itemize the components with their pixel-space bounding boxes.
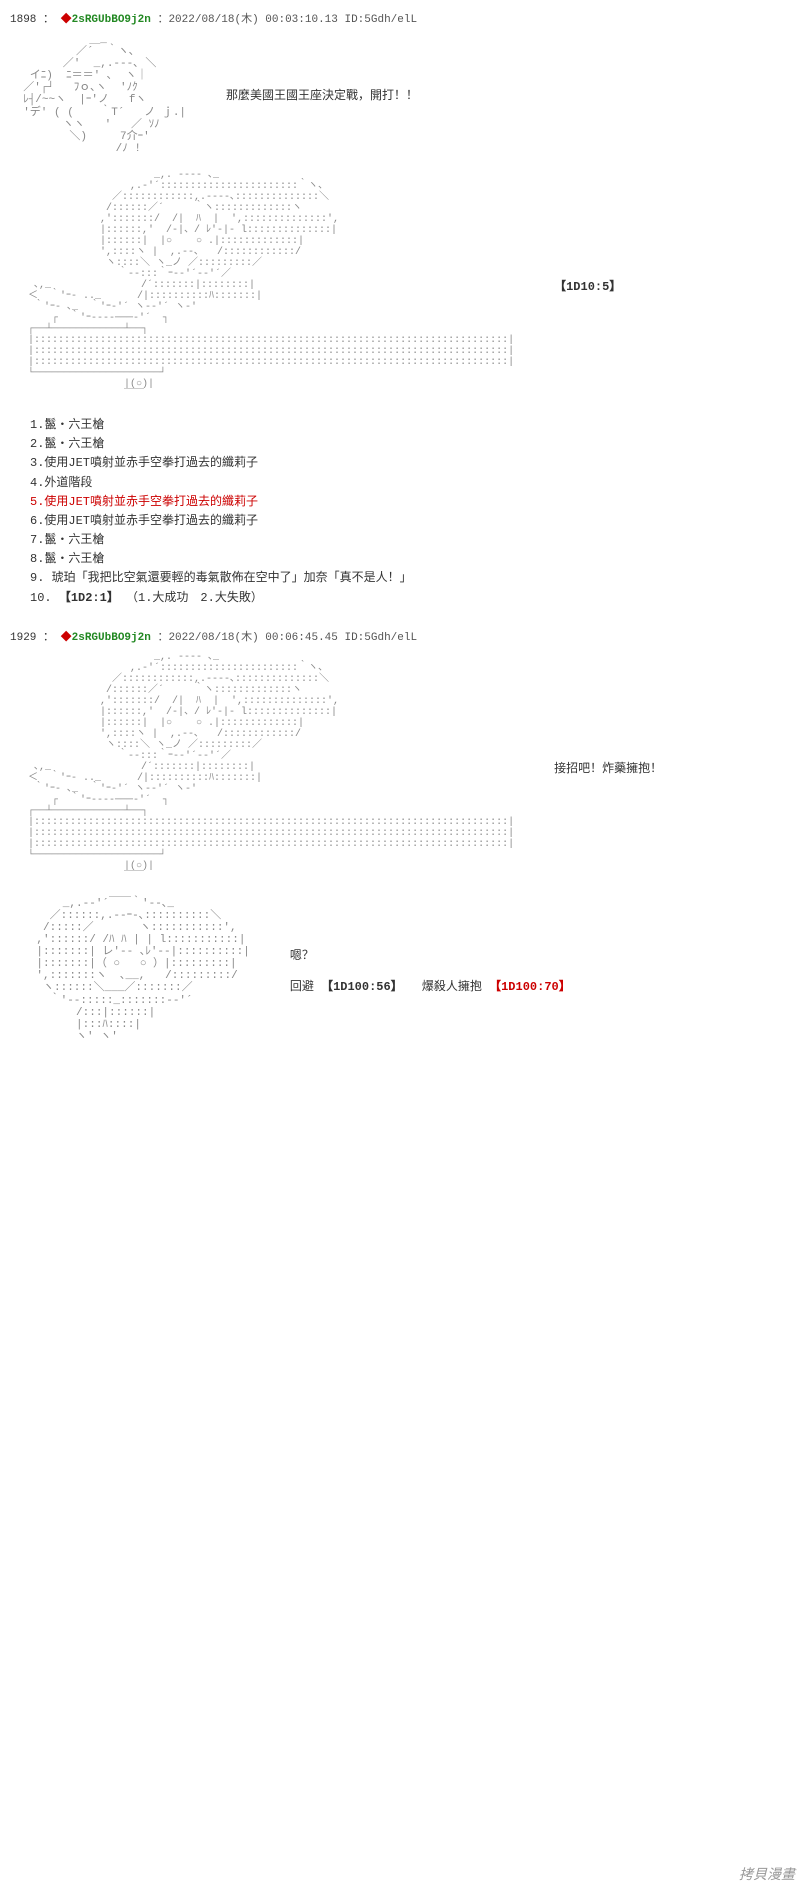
option-7: 7.鬣・六王槍 bbox=[30, 531, 800, 550]
section-4: _,.-‐'´￣￣｀'‐-､_ ／::::::,.-‐ｰ-､::::::::::… bbox=[10, 898, 800, 1043]
option-1: 1.鬣・六王槍 bbox=[30, 416, 800, 435]
option-5-selected: 5.使用JET噴射並赤手空拳打過去的纖莉子 bbox=[30, 493, 800, 512]
post-number: 1898 bbox=[10, 14, 36, 26]
post-header: 1929 ： ◆2sRGUbBO9j2n ：2022/08/18(木) 00:0… bbox=[10, 628, 800, 644]
post-number: 1929 bbox=[10, 632, 36, 644]
watermark: 拷貝漫畫 bbox=[739, 1864, 795, 1884]
section-1: ＿_ ／´ ｀ヽ､ ／' _,.-‐-､ ＼ イﾆ) ﾆ＝＝' ､ ヽ｜ ／'┌… bbox=[10, 34, 800, 155]
section-2: _,. -‐‐- ､_ ,.‐'´:::::::::::::::::::::::… bbox=[10, 170, 800, 401]
option-9: 9. 琥珀「我把比空氣還要輕的毒氣散佈在空中了」加奈「真不是人！」 bbox=[30, 569, 800, 588]
ascii-art-character-large-2: _,. -‐‐- ､_ ,.‐'´:::::::::::::::::::::::… bbox=[10, 652, 514, 883]
post-header: 1898 ： ◆2sRGUbBO9j2n ：2022/08/18(木) 00:0… bbox=[10, 10, 800, 26]
roll-line: 回避 【1D100:56】 爆殺人擁抱 【1D100:70】 bbox=[290, 977, 571, 994]
post-1898: 1898 ： ◆2sRGUbBO9j2n ：2022/08/18(木) 00:0… bbox=[10, 10, 800, 608]
options-list: 1.鬣・六王槍 2.鬣・六王槍 3.使用JET噴射並赤手空拳打過去的纖莉子 4.… bbox=[30, 416, 800, 608]
ascii-art-pointing: ＿_ ／´ ｀ヽ､ ／' _,.-‐-､ ＼ イﾆ) ﾆ＝＝' ､ ヽ｜ ／'┌… bbox=[10, 34, 186, 155]
option-10: 10. 【1D2:1】 （1.大成功 2.大失敗） bbox=[30, 589, 800, 608]
timestamp: ：2022/08/18(木) 00:06:45.45 ID:5Gdh/elL bbox=[157, 632, 417, 644]
timestamp: ：2022/08/18(木) 00:03:10.13 ID:5Gdh/elL bbox=[157, 14, 417, 26]
ascii-art-face: _,.-‐'´￣￣｀'‐-､_ ／::::::,.-‐ｰ-､::::::::::… bbox=[10, 898, 250, 1043]
trip-diamond: ◆ bbox=[61, 14, 72, 26]
trip-diamond: ◆ bbox=[61, 632, 72, 644]
dodge-roll: 【1D100:56】 bbox=[321, 980, 403, 994]
dialogue-text: 接招吧！炸藥擁抱！ bbox=[554, 759, 662, 776]
option-3: 3.使用JET噴射並赤手空拳打過去的纖莉子 bbox=[30, 454, 800, 473]
response-block: 嗯？ 回避 【1D100:56】 爆殺人擁抱 【1D100:70】 bbox=[290, 946, 571, 994]
ascii-art-character-large: _,. -‐‐- ､_ ,.‐'´:::::::::::::::::::::::… bbox=[10, 170, 514, 401]
narration-text: 那麼美國王國王座決定戰，開打！！ bbox=[226, 86, 418, 103]
tripcode: 2sRGUbBO9j2n bbox=[72, 14, 151, 26]
attack-roll: 【1D100:70】 bbox=[489, 980, 571, 994]
option-8: 8.鬣・六王槍 bbox=[30, 550, 800, 569]
post-1929: 1929 ： ◆2sRGUbBO9j2n ：2022/08/18(木) 00:0… bbox=[10, 628, 800, 1043]
response-text: 嗯？ bbox=[290, 946, 571, 963]
option-6: 6.使用JET噴射並赤手空拳打過去的纖莉子 bbox=[30, 512, 800, 531]
tripcode: 2sRGUbBO9j2n bbox=[72, 632, 151, 644]
dice-roll: 【1D10:5】 bbox=[554, 277, 621, 294]
option-2: 2.鬣・六王槍 bbox=[30, 435, 800, 454]
section-3: _,. -‐‐- ､_ ,.‐'´:::::::::::::::::::::::… bbox=[10, 652, 800, 883]
option-4: 4.外道階段 bbox=[30, 474, 800, 493]
